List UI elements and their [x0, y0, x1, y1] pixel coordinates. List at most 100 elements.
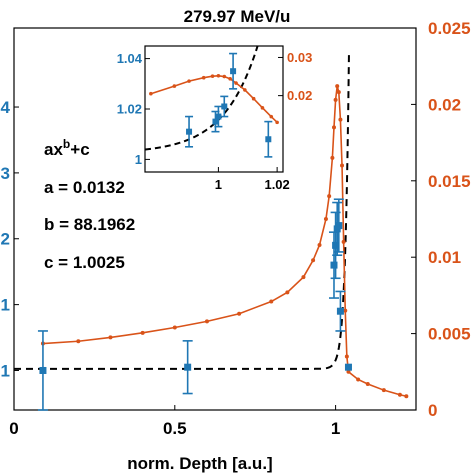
- measured-point-3: [221, 103, 228, 110]
- x-tick-label-0: 1: [215, 177, 222, 192]
- fit-formula-tail: +c: [70, 140, 89, 159]
- dose-point-7: [228, 77, 232, 81]
- inset-dose-series: [149, 73, 279, 125]
- dose-point-9: [301, 275, 306, 280]
- dose-point-5: [204, 319, 209, 324]
- dose-point-1: [76, 339, 81, 344]
- left-tick-label-2: 1.04: [117, 51, 143, 66]
- measured-point-1: [184, 363, 192, 371]
- fit-curve: [14, 50, 350, 370]
- right-tick-label-1: 0.005: [428, 325, 471, 344]
- dose-point-12: [269, 114, 274, 119]
- dose-point-8: [234, 81, 238, 85]
- dose-point-11: [260, 106, 265, 110]
- measured-point-6: [336, 307, 344, 315]
- dose-point-12: [323, 217, 328, 221]
- dose-point-13: [275, 120, 279, 125]
- dose-point-2: [108, 335, 113, 340]
- dose-point-21: [341, 239, 346, 244]
- left-tick-label-2: 2: [1, 230, 10, 249]
- right-tick-label-5: 0.025: [428, 19, 471, 38]
- measured-series: [37, 198, 352, 411]
- dose-point-3: [140, 330, 145, 335]
- left-tick-label-1: 1.02: [117, 102, 142, 117]
- dose-point-9: [243, 88, 247, 92]
- inset-plot: 11.021.04 0.020.03 1 1.02: [117, 45, 312, 192]
- dose-point-10: [311, 258, 316, 263]
- right-tick-label-2: 0.01: [428, 248, 461, 267]
- measured-point-5: [335, 222, 343, 230]
- main-x-ticks: 0 0.5 1: [9, 405, 340, 438]
- dose-series: [40, 84, 409, 399]
- dose-point-14: [330, 155, 335, 160]
- dose-point-6: [237, 311, 242, 316]
- main-right-ticks: 0 0.005 0.01 0.015 0.02 0.025: [411, 19, 471, 420]
- right-tick-label-0: 0.02: [287, 88, 312, 103]
- measured-point-4: [230, 68, 237, 75]
- fit-param-a: a = 0.0132: [44, 178, 125, 197]
- dose-point-3: [201, 75, 206, 80]
- dose-point-10: [251, 96, 256, 101]
- dose-point-19: [338, 117, 343, 122]
- dose-point-8: [285, 290, 290, 295]
- x-axis-label: norm. Depth [a.u.]: [127, 454, 272, 473]
- dose-line: [150, 74, 278, 123]
- measured-point-0: [39, 366, 47, 374]
- dose-point-4: [210, 74, 215, 78]
- dose-point-6: [222, 74, 227, 79]
- measured-point-3: [332, 241, 340, 249]
- inset-x-ticks: 1 1.02: [215, 167, 290, 192]
- inset-right-ticks: 0.02 0.03: [278, 50, 312, 103]
- measured-point-2: [330, 261, 338, 269]
- right-tick-label-1: 0.03: [287, 50, 312, 65]
- dose-point-25: [356, 377, 361, 382]
- dose-point-11: [317, 242, 322, 247]
- main-left-ticks: 1 1 2 3 4: [1, 98, 19, 380]
- dose-point-29: [404, 394, 409, 399]
- dose-point-28: [397, 392, 402, 397]
- dose-point-5: [216, 73, 221, 78]
- dose-line: [42, 85, 407, 398]
- measured-point-7: [344, 363, 352, 371]
- dose-point-16: [333, 97, 338, 102]
- left-tick-label-1: 1: [1, 296, 10, 315]
- fit-param-b: b = 88.1962: [44, 215, 135, 234]
- inset-measured-series: [185, 52, 273, 158]
- right-tick-label-4: 0.02: [428, 95, 461, 114]
- dose-point-13: [327, 194, 332, 199]
- dose-point-4: [172, 325, 177, 330]
- left-tick-label-3: 3: [1, 164, 10, 183]
- left-tick-label-0: 1: [1, 361, 10, 380]
- dose-point-17: [335, 84, 340, 89]
- dose-point-18: [336, 90, 341, 95]
- dose-point-24: [346, 369, 351, 374]
- x-tick-label-1: 1.02: [264, 177, 289, 192]
- fit-formula-exp: b: [63, 137, 70, 151]
- dose-point-26: [365, 382, 370, 387]
- left-tick-label-4: 4: [1, 98, 11, 117]
- fit-annotation: axb+c a = 0.0132 b = 88.1962 c = 1.0025: [44, 137, 135, 272]
- dose-point-20: [340, 163, 345, 168]
- dose-point-2: [187, 79, 191, 83]
- x-tick-label-1: 0.5: [163, 419, 187, 438]
- dose-point-23: [344, 354, 349, 359]
- measured-point-0: [186, 128, 193, 135]
- dose-point-15: [331, 125, 336, 130]
- dose-point-0: [149, 91, 153, 96]
- dose-point-7: [269, 299, 274, 304]
- inset-plot-frame: [144, 45, 284, 173]
- x-tick-label-2: 1: [331, 419, 340, 438]
- measured-point-5: [265, 136, 272, 143]
- right-tick-label-0: 0: [428, 401, 437, 420]
- chart-title: 279.97 MeV/u: [184, 7, 291, 26]
- main-plot-frame: [13, 27, 417, 411]
- right-tick-label-3: 0.015: [428, 172, 471, 191]
- measured-point-2: [215, 113, 222, 120]
- left-tick-label-0: 1: [135, 152, 142, 167]
- x-tick-label-0: 0: [9, 419, 18, 438]
- dose-point-1: [172, 84, 177, 88]
- dose-point-27: [381, 388, 386, 393]
- measured-point-1: [212, 118, 219, 125]
